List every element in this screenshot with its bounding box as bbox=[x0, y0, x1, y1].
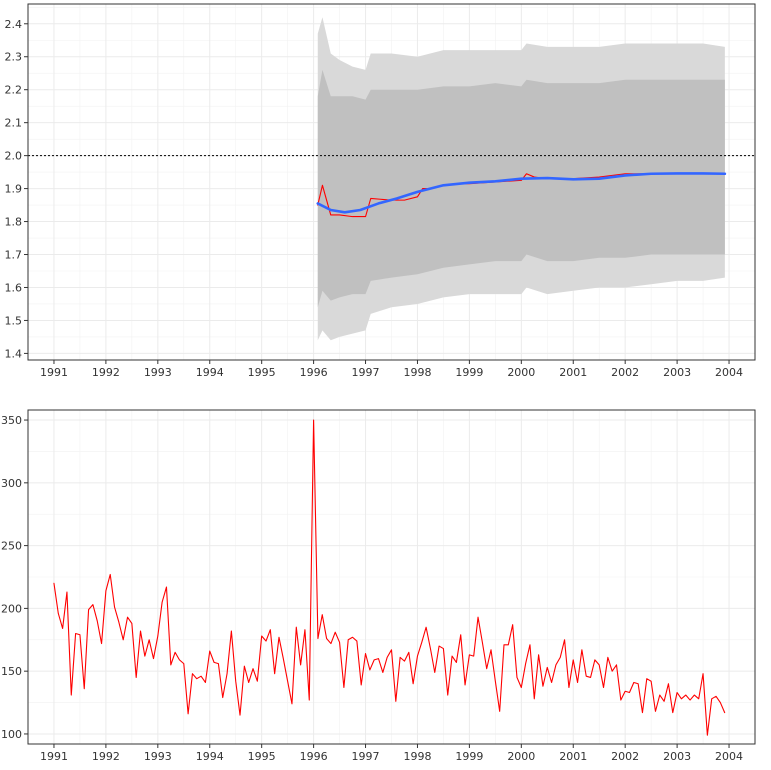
top-x-tick-label: 2004 bbox=[715, 366, 743, 379]
top-x-tick-label: 1992 bbox=[92, 366, 120, 379]
top-y-tick-label: 1.8 bbox=[5, 216, 23, 229]
bottom-x-tick-label: 1997 bbox=[352, 750, 380, 763]
bottom-x-tick-label: 1995 bbox=[248, 750, 276, 763]
bottom-x-tick-label: 2004 bbox=[715, 750, 743, 763]
bottom-y-tick-label: 300 bbox=[1, 477, 22, 490]
top-x-tick-label: 1995 bbox=[248, 366, 276, 379]
bottom-x-tick-label: 2000 bbox=[507, 750, 535, 763]
top-x-tick-label: 2002 bbox=[611, 366, 639, 379]
top-x-tick-label: 2000 bbox=[507, 366, 535, 379]
panel-top: 1991 1992 1993 1994 1995 1996 1997 1998 1999 2000… bbox=[5, 3, 756, 379]
top-y-tick-label: 2.3 bbox=[5, 51, 23, 64]
bottom-y-tick-label: 250 bbox=[1, 540, 22, 553]
bottom-x-tick-label: 1998 bbox=[403, 750, 431, 763]
bottom-x-tick-label: 1999 bbox=[455, 750, 483, 763]
top-series-line-2 bbox=[316, 172, 727, 214]
bottom-x-tick-label: 2003 bbox=[663, 750, 691, 763]
bottom-y-tick-label: 200 bbox=[1, 602, 22, 615]
top-x-tick-label: 2003 bbox=[663, 366, 691, 379]
bottom-series-line-1 bbox=[53, 419, 726, 736]
top-x-tick-label: 2001 bbox=[559, 366, 587, 379]
bottom-x-tick-label: 1994 bbox=[196, 750, 224, 763]
top-y-tick-label: 2.0 bbox=[5, 150, 23, 163]
top-y-tick-label: 1.6 bbox=[5, 281, 23, 294]
top-y-tick-label: 1.7 bbox=[5, 249, 23, 262]
bottom-x-tick-label: 1991 bbox=[40, 750, 68, 763]
bottom-x-tick-label: 1996 bbox=[300, 750, 328, 763]
top-y-tick-label: 2.4 bbox=[5, 18, 23, 31]
bottom-y-tick-label: 100 bbox=[1, 728, 22, 741]
top-x-tick-label: 1991 bbox=[40, 366, 68, 379]
top-y-tick-label: 1.5 bbox=[5, 314, 23, 327]
top-x-tick-label: 1994 bbox=[196, 366, 224, 379]
bottom-y-tick-label: 350 bbox=[1, 414, 22, 427]
top-x-tick-label: 1999 bbox=[455, 366, 483, 379]
bottom-y-tick-label: 150 bbox=[1, 665, 22, 678]
top-y-tick-label: 1.9 bbox=[5, 183, 23, 196]
top-x-tick-label: 1993 bbox=[144, 366, 172, 379]
top-x-tick-label: 1998 bbox=[403, 366, 431, 379]
top-y-tick-label: 2.1 bbox=[5, 117, 23, 130]
top-x-tick-label: 1996 bbox=[300, 366, 328, 379]
top-panel-border bbox=[27, 3, 756, 361]
bottom-x-tick-label: 1992 bbox=[92, 750, 120, 763]
bottom-x-tick-label: 1993 bbox=[144, 750, 172, 763]
bottom-x-tick-label: 2002 bbox=[611, 750, 639, 763]
top-inner-interval-band bbox=[317, 69, 725, 308]
bottom-x-tick-label: 2001 bbox=[559, 750, 587, 763]
bottom-panel-border bbox=[27, 409, 756, 745]
top-x-tick-label: 1997 bbox=[352, 366, 380, 379]
panel-bottom: 1991 1992 1993 1994 1995 1996 1997 1998 1999 2000… bbox=[1, 409, 756, 763]
top-y-tick-label: 2.2 bbox=[5, 84, 23, 97]
top-y-tick-label: 1.4 bbox=[5, 347, 23, 360]
